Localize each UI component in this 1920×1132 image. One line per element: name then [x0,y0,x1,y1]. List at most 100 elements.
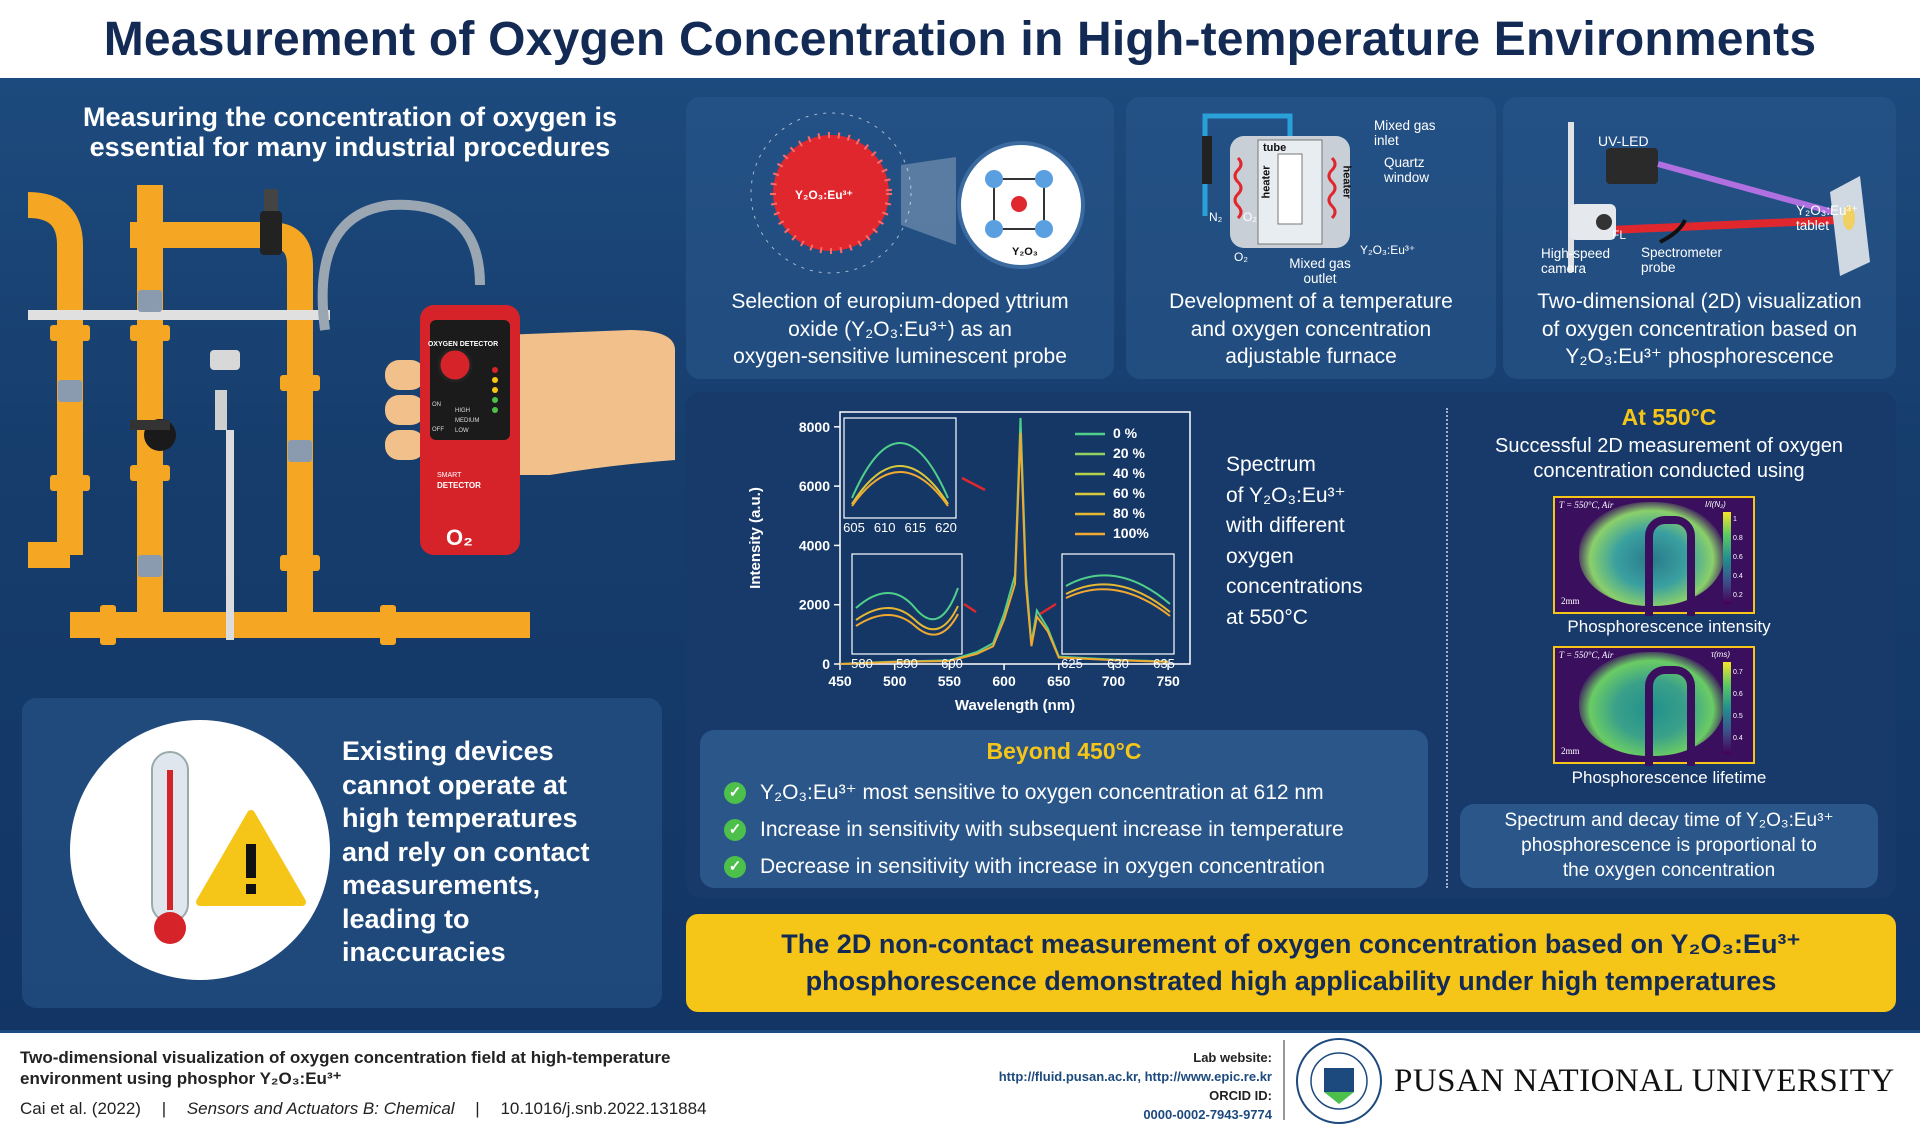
footer-divider [1283,1040,1285,1120]
legend-entry: 40 % [1113,465,1145,481]
finger-3 [385,430,425,460]
caption-line: and oxygen concentration [1190,317,1432,341]
y-axis-label: Intensity (a.u.) [747,487,764,589]
university-seal-logo [1296,1038,1382,1124]
detector-cable [317,199,485,331]
paper-title: Two-dimensional visualization of oxygen … [20,1047,670,1089]
x-tick-label: 650 [1047,673,1071,689]
y-tick-label: 2000 [799,597,830,613]
university-name: PUSAN NATIONAL UNIVERSITY [1394,1063,1895,1099]
step-3-caption: Two-dimensional (2D) visualization of ox… [1503,288,1896,371]
map1-caption: Phosphorescence intensity [1567,617,1771,636]
conclusion-line-2: phosphorescence demonstrated high applic… [805,966,1777,996]
warning-circle [70,720,330,980]
warning-line: inaccuracies [342,937,506,967]
map1-scale: 2mm [1561,596,1580,606]
conclusion-banner [686,914,1896,1012]
footer [0,1030,1920,1132]
inset-tick-label: 635 [1153,656,1175,671]
inset-peak [843,417,957,519]
header: Measurement of Oxygen Concentration in H… [0,0,1920,78]
y-tick-label: 0 [822,656,830,672]
map2-caption: Phosphorescence lifetime [1571,768,1767,787]
map1-header: T = 550°C, Air [1559,500,1614,510]
valve-icon [130,350,240,640]
crystal-label: Y₂O₃ [1012,246,1038,258]
lifetime-map-groove [1645,666,1695,766]
note-line: Spectrum and decay time of Y₂O₃:Eu³⁺ [1504,810,1834,831]
orcid-id[interactable]: 0000-0002-7943-9774 [1143,1107,1272,1122]
x-axis-label: Wavelength (nm) [955,697,1075,714]
citation-doi[interactable]: 10.1016/j.snb.2022.131884 [500,1099,707,1118]
caption-line: Selection of europium-doped yttrium [731,290,1069,313]
results-divider [1446,408,1448,888]
y-tick-label: 6000 [799,478,830,494]
caption-line: of oxygen concentration based on [1541,317,1858,341]
furnace-tube-label: tube [1263,142,1287,154]
conclusion-text: The 2D non-contact measurement of oxygen… [686,926,1896,1000]
beyond-item: ✓ Decrease in sensitivity with increase i… [724,848,1344,885]
lab-label: Lab website: [1193,1050,1272,1065]
caption-line: adjustable furnace [1225,345,1397,368]
beyond-item: ✓ Y₂O₃:Eu³⁺ most sensitive to oxygen conc… [724,774,1344,811]
furnace-window-label: Quartz window [1384,155,1430,185]
x-tick-label: 450 [828,673,852,689]
step-2-caption: Development of a temperature and oxygen … [1126,288,1496,371]
hand-illustration [490,330,675,475]
paper-title-line-1: Two-dimensional visualization of oxygen … [20,1048,671,1067]
lab-urls[interactable]: http://fluid.pusan.ac.kr, http://www.epi… [998,1069,1272,1084]
at550-note-panel [1460,804,1878,888]
citation-journal: Sensors and Actuators B: Chemical [186,1099,455,1118]
map2-scale: 2mm [1561,746,1580,756]
map1-colorbar [1723,512,1731,604]
caption-line: at 550°C [1226,605,1308,629]
inset-connectors [961,476,1057,616]
inset-tick-label: 580 [851,656,873,671]
x-tick-label: 700 [1102,673,1126,689]
map2-ticks: 0.7 0.6 0.5 0.4 [1733,669,1743,742]
pipe-illustration [27,185,675,645]
warning-line: leading to [342,903,470,934]
inset-left [851,553,963,655]
crystal-lattice-icon [985,170,1053,238]
pipe-flanges [50,325,396,645]
orcid-label: ORCID ID: [1209,1088,1272,1103]
check-icon: ✓ [724,856,746,879]
fl-label: FL [1612,228,1627,242]
warning-line: Existing devices [342,736,554,766]
subtitle-line: concentration conducted using [1533,460,1805,482]
caption-line: Development of a temperature [1169,290,1453,313]
citation-separator: | [475,1099,480,1118]
caption-line: Two-dimensional (2D) visualization [1537,290,1862,313]
camera-label: High-speed camera [1541,246,1611,276]
legend-entry: 60 % [1113,485,1145,501]
tablet-label: Y₂O₃:Eu³⁺ tablet [1796,203,1859,233]
legend-entry: 20 % [1113,445,1145,461]
map1-colorbar-label: I/I(N₂) [1705,500,1726,509]
caption-line: Spectrum [1226,453,1316,476]
detector-on: ON [432,402,441,408]
warning-line: measurements, [342,870,541,900]
intro-text: Measuring the concentration of oxygen is… [20,102,680,162]
x-tick-label: 500 [883,673,907,689]
at550-title: At 550°C [1621,404,1717,430]
x-tick-label: 750 [1156,673,1180,689]
sensor-probe-icon [260,189,282,255]
inset-tick-label: 615 [904,520,926,535]
warning-line: high temperatures [342,803,578,833]
inset-tick-label: 590 [896,656,918,671]
furnace-n2-label: N₂ [1209,210,1223,224]
intensity-map-groove [1645,516,1695,616]
inset-tick-label: 610 [874,520,896,535]
map2-colorbar-label: τ(ms) [1711,650,1730,659]
inset-tick-label: 620 [935,520,957,535]
beyond-title: Beyond 450°C [986,738,1142,764]
detector-low: LOW [455,428,469,434]
furnace-heater-label-left: heater [1260,165,1273,199]
caption-line: Y₂O₃:Eu³⁺ phosphorescence [1565,345,1834,368]
series-line [839,432,1169,665]
legend-entry: 0 % [1113,425,1138,441]
furnace-o2-label-a: O₂ [1243,210,1257,224]
legend-entry: 100% [1113,525,1149,541]
